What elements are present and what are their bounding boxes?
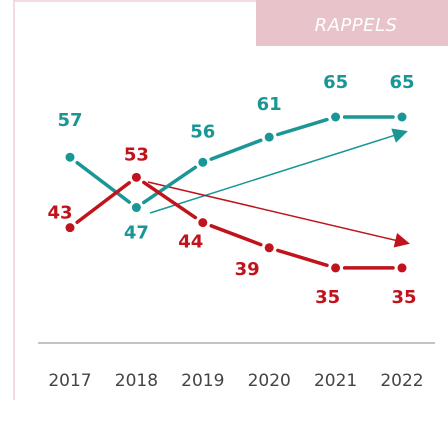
data-label: 56 bbox=[190, 121, 215, 142]
line-segment bbox=[142, 180, 198, 220]
point bbox=[331, 112, 341, 122]
point bbox=[65, 223, 75, 233]
x-tick-label: 2018 bbox=[115, 371, 158, 391]
data-label: 35 bbox=[391, 287, 416, 308]
x-tick-label: 2022 bbox=[380, 371, 423, 391]
point bbox=[198, 157, 208, 167]
tag-box bbox=[256, 0, 448, 46]
point bbox=[264, 243, 274, 253]
x-tick-label: 2019 bbox=[181, 371, 224, 391]
data-label: 39 bbox=[235, 259, 260, 280]
tag: RAPPELS bbox=[315, 15, 398, 36]
x-tick-label: 2021 bbox=[314, 371, 357, 391]
trend-arrow bbox=[149, 128, 408, 214]
data-label: 61 bbox=[257, 94, 282, 115]
data-label: 57 bbox=[57, 110, 82, 131]
point bbox=[397, 112, 407, 122]
point bbox=[397, 263, 407, 273]
x-tick-label: 2020 bbox=[248, 371, 291, 391]
data-label: 35 bbox=[315, 287, 340, 308]
point bbox=[131, 172, 141, 182]
data-label: 44 bbox=[178, 232, 203, 253]
line-segment bbox=[276, 248, 329, 268]
point bbox=[65, 152, 75, 162]
line-segment bbox=[75, 181, 131, 224]
line-segment bbox=[75, 160, 131, 204]
data-label: 53 bbox=[124, 144, 149, 165]
point bbox=[198, 218, 208, 228]
line-segment bbox=[209, 138, 263, 161]
point bbox=[331, 263, 341, 273]
data-label: 65 bbox=[389, 72, 414, 93]
line-segment bbox=[276, 117, 329, 137]
line-segment bbox=[142, 165, 198, 205]
data-label: 65 bbox=[323, 72, 348, 93]
point bbox=[131, 203, 141, 213]
point bbox=[264, 132, 274, 142]
x-tick-label: 2017 bbox=[48, 371, 91, 391]
line-segment bbox=[209, 224, 263, 247]
trend-arrow bbox=[147, 181, 410, 248]
data-label: 43 bbox=[47, 203, 72, 224]
data-label: 47 bbox=[124, 223, 149, 244]
